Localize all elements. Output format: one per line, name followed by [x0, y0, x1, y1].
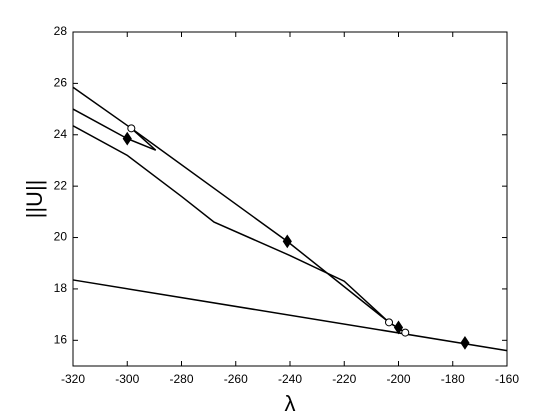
x-tick-label: -280: [169, 372, 193, 386]
x-tick-label: -300: [115, 372, 139, 386]
circle-marker: [385, 318, 394, 327]
y-tick-label: 28: [54, 24, 68, 38]
x-tick-label: -220: [332, 372, 356, 386]
y-tick-label: 22: [54, 178, 68, 192]
x-tick-label: -320: [61, 372, 85, 386]
y-axis-label: ||U||: [22, 180, 47, 219]
x-axis-label: λ: [285, 391, 296, 416]
x-tick-label: -260: [224, 372, 248, 386]
diamond-marker: [282, 234, 292, 249]
curve: [72, 125, 406, 334]
curve: [72, 108, 157, 151]
diamond-marker: [122, 131, 132, 146]
diamond-marker: [460, 335, 470, 350]
x-tick-label: -200: [386, 372, 410, 386]
y-tick-label: 18: [54, 281, 68, 295]
x-tick-label: -240: [278, 372, 302, 386]
x-tick-label: -180: [441, 372, 465, 386]
x-tick-label: -160: [495, 372, 519, 386]
axes-box: [72, 31, 508, 367]
circle-marker: [127, 124, 136, 133]
y-tick-label: 26: [54, 76, 68, 90]
y-tick-label: 20: [54, 230, 68, 244]
y-tick-label: 16: [54, 332, 68, 346]
curve: [72, 279, 508, 352]
diamond-marker: [393, 320, 404, 335]
circle-marker: [401, 328, 410, 337]
y-tick-label: 24: [54, 127, 68, 141]
